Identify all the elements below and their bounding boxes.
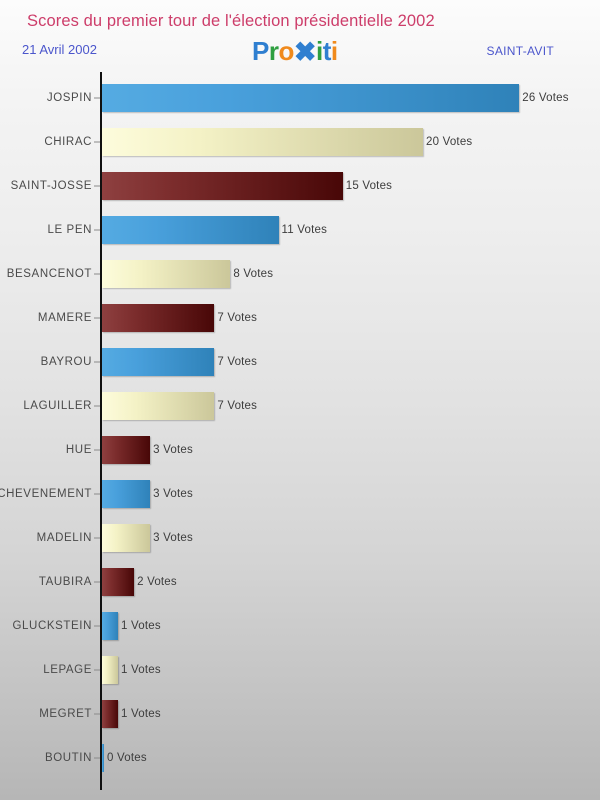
bar-value-label: 7 Votes <box>217 356 258 368</box>
bar-row: MEGRET 1 Votes <box>0 692 600 736</box>
axis-tick <box>94 185 100 187</box>
candidate-label: MADELIN <box>36 532 92 544</box>
bar-value-label: 1 Votes <box>121 708 161 720</box>
bar-row: LE PEN 11 Votes <box>0 208 600 252</box>
logo-letter-2: o <box>278 36 294 66</box>
election-date-label: 21 Avril 2002 <box>22 42 97 57</box>
candidate-label: BESANCENOT <box>6 268 92 280</box>
logo-letter-0: P <box>252 36 269 66</box>
axis-tick <box>94 273 100 275</box>
bar-row: MAMERE 7 Votes <box>0 296 600 340</box>
candidate-label: GLUCKSTEIN <box>12 620 92 632</box>
chart-header: Scores du premier tour de l'élection pré… <box>0 0 600 72</box>
bar-row: SAINT-JOSSE 15 Votes <box>0 164 600 208</box>
y-axis-line <box>100 72 102 790</box>
bar-value-label: 20 Votes <box>426 136 473 148</box>
bar-value-label: 3 Votes <box>153 532 193 544</box>
bar-value-label: 26 Votes <box>522 92 569 104</box>
bar-value-label: 11 Votes <box>281 224 328 236</box>
bar-chart: JOSPIN 26 Votes CHIRAC 20 Votes SAINT-JOSSE 1… <box>0 72 600 800</box>
logo-letter-5: t <box>322 36 332 66</box>
bar-row: BESANCENOT 8 Votes <box>0 252 600 296</box>
bar-value-label: 0 Votes <box>107 752 147 764</box>
commune-name-label: SAINT-AVIT <box>486 44 554 58</box>
bar[interactable] <box>102 128 423 156</box>
bar-value-label: 3 Votes <box>153 488 193 500</box>
candidate-label: HUE <box>65 444 92 456</box>
bar-value-label: 2 Votes <box>137 576 177 588</box>
candidate-label: BAYROU <box>40 356 92 368</box>
bar[interactable] <box>102 524 151 552</box>
bar[interactable] <box>102 480 151 508</box>
axis-tick <box>94 141 100 143</box>
bar-value-label: 3 Votes <box>153 444 193 456</box>
bar-row: BAYROU 7 Votes <box>0 340 600 384</box>
axis-tick <box>94 669 100 671</box>
bar[interactable] <box>102 392 215 420</box>
bar-value-label: 1 Votes <box>121 620 161 632</box>
proxiti-logo[interactable]: Pro✖iti <box>252 36 338 67</box>
axis-tick <box>94 493 100 495</box>
candidate-label: MAMERE <box>37 312 92 324</box>
bar-row: CHIRAC 20 Votes <box>0 120 600 164</box>
bar[interactable] <box>102 656 119 684</box>
logo-letter-4: i <box>315 36 323 66</box>
axis-tick <box>94 97 100 99</box>
axis-tick <box>94 317 100 319</box>
bar[interactable] <box>102 348 215 376</box>
bar[interactable] <box>102 568 135 596</box>
logo-letter-3: ✖ <box>293 37 317 67</box>
axis-tick <box>94 449 100 451</box>
bar-row: MADELIN 3 Votes <box>0 516 600 560</box>
axis-tick <box>94 361 100 363</box>
axis-tick <box>94 757 100 759</box>
bar-value-label: 15 Votes <box>345 180 393 192</box>
bar-value-label: 8 Votes <box>233 268 274 280</box>
bar-row: CHEVENEMENT 3 Votes <box>0 472 600 516</box>
axis-tick <box>94 405 100 407</box>
candidate-label: CHIRAC <box>44 136 92 148</box>
candidate-label: BOUTIN <box>44 752 92 764</box>
bar-row: HUE 3 Votes <box>0 428 600 472</box>
candidate-label: MEGRET <box>39 708 92 720</box>
bar[interactable] <box>102 612 119 640</box>
logo-letter-1: r <box>268 36 279 66</box>
bar-row: TAUBIRA 2 Votes <box>0 560 600 604</box>
bar[interactable] <box>102 216 279 244</box>
bar[interactable] <box>102 744 104 772</box>
candidate-label: TAUBIRA <box>38 576 92 588</box>
bar[interactable] <box>102 260 231 288</box>
bar-row: LAGUILLER 7 Votes <box>0 384 600 428</box>
axis-tick <box>94 537 100 539</box>
axis-tick <box>94 229 100 231</box>
bar-row: LEPAGE 1 Votes <box>0 648 600 692</box>
candidate-label: LEPAGE <box>43 664 92 676</box>
bar[interactable] <box>102 304 215 332</box>
bar-row: JOSPIN 26 Votes <box>0 76 600 120</box>
bar[interactable] <box>102 172 343 200</box>
bar[interactable] <box>102 84 520 112</box>
bar[interactable] <box>102 436 151 464</box>
candidate-label: JOSPIN <box>46 92 92 104</box>
bar-value-label: 7 Votes <box>217 312 258 324</box>
bar-value-label: 1 Votes <box>121 664 161 676</box>
candidate-label: SAINT-JOSSE <box>10 180 92 192</box>
axis-tick <box>94 625 100 627</box>
bar-value-label: 7 Votes <box>217 400 258 412</box>
logo-letter-6: i <box>330 36 338 66</box>
axis-tick <box>94 713 100 715</box>
page-title: Scores du premier tour de l'élection pré… <box>27 12 435 30</box>
bar[interactable] <box>102 700 119 728</box>
candidate-label: LAGUILLER <box>23 400 92 412</box>
bar-row: BOUTIN 0 Votes <box>0 736 600 780</box>
axis-tick <box>94 581 100 583</box>
candidate-label: CHEVENEMENT <box>0 488 92 500</box>
bar-row: GLUCKSTEIN 1 Votes <box>0 604 600 648</box>
candidate-label: LE PEN <box>47 224 92 236</box>
